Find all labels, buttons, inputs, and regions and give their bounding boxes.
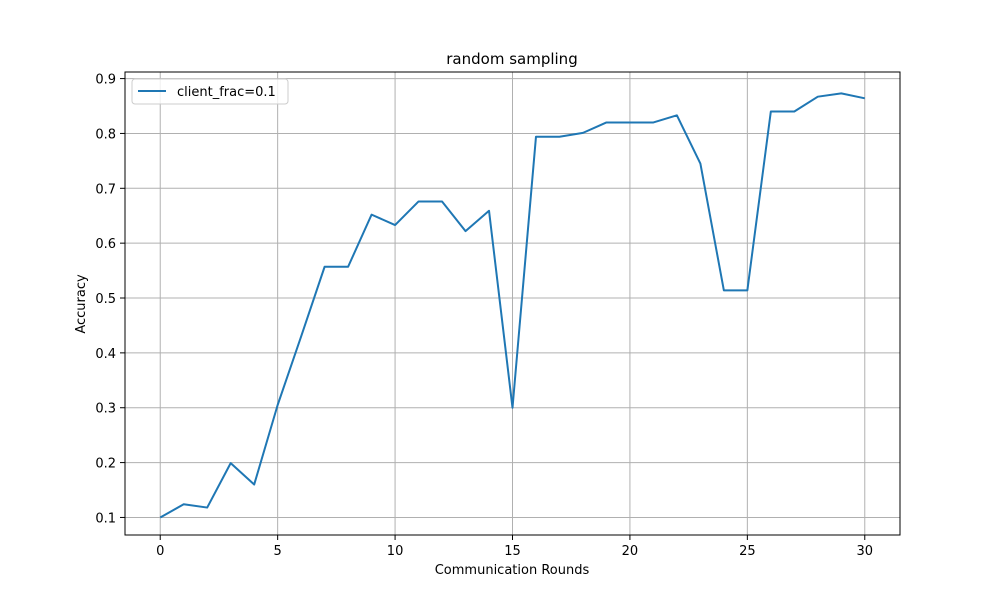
y-tick-label: 0.5 <box>95 292 116 307</box>
x-tick-label: 30 <box>856 544 873 559</box>
legend-label: client_frac=0.1 <box>177 85 276 100</box>
y-tick-label: 0.1 <box>95 511 116 526</box>
x-tick-label: 15 <box>504 544 521 559</box>
y-tick-label: 0.8 <box>95 127 116 142</box>
y-tick-label: 0.7 <box>95 182 116 197</box>
legend: client_frac=0.1 <box>131 78 289 105</box>
y-axis: 0.1 0.2 0.3 0.4 0.5 0.6 0.7 0.8 0.9 <box>95 73 125 526</box>
x-axis: 0 5 10 15 20 25 30 <box>156 535 873 559</box>
chart-title: random sampling <box>446 50 577 68</box>
x-axis-title: Communication Rounds <box>435 563 590 578</box>
y-tick-label: 0.2 <box>95 457 116 472</box>
x-tick-label: 10 <box>387 544 404 559</box>
x-tick-label: 5 <box>274 544 282 559</box>
y-tick-label: 0.9 <box>95 73 116 88</box>
y-tick-label: 0.3 <box>95 402 116 417</box>
x-tick-label: 25 <box>739 544 756 559</box>
y-tick-label: 0.6 <box>95 237 116 252</box>
y-tick-label: 0.4 <box>95 347 116 362</box>
legend-box <box>131 78 289 105</box>
series-layer <box>159 92 865 519</box>
y-axis-title: Accuracy <box>74 274 89 334</box>
x-tick-label: 20 <box>622 544 639 559</box>
x-tick-label: 0 <box>156 544 164 559</box>
